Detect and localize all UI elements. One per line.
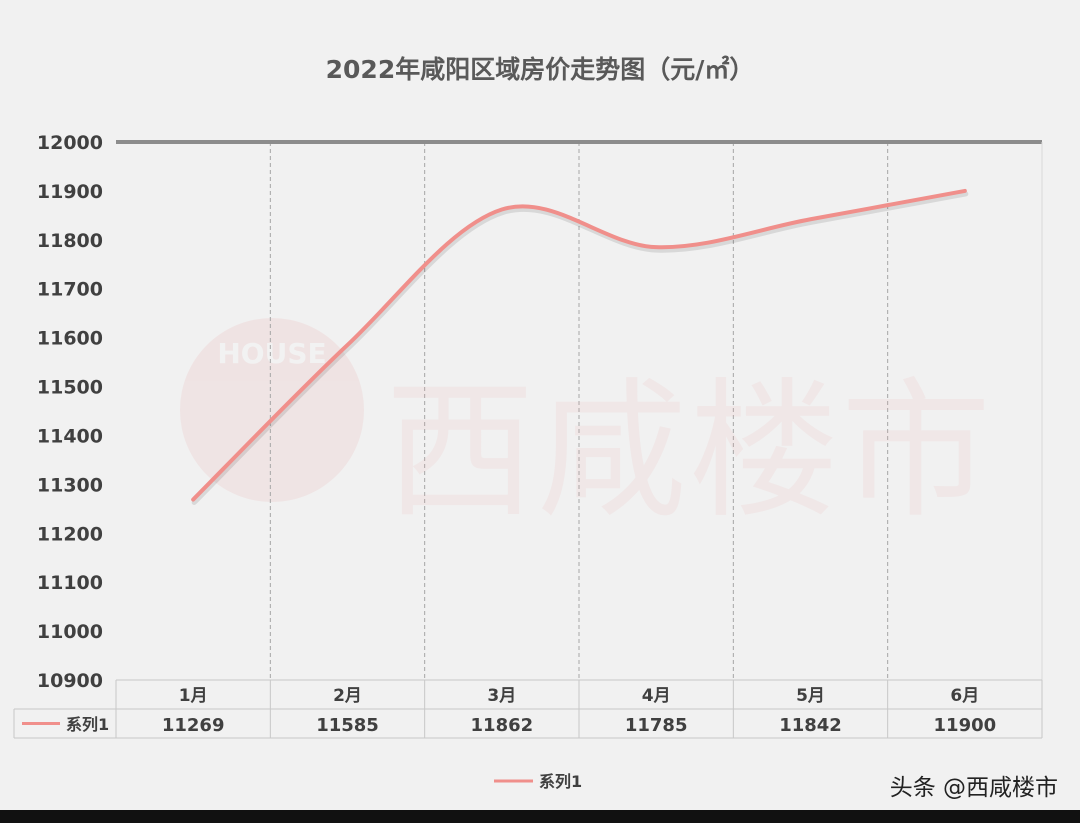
y-tick-label: 11500 <box>37 377 103 399</box>
y-tick-label: 11300 <box>37 474 103 496</box>
chart-title: 2022年咸阳区域房价走势图（元/㎡） <box>325 55 755 84</box>
data-label: 11842 <box>779 715 842 736</box>
data-label: 11785 <box>625 715 688 736</box>
data-label: 11269 <box>162 715 225 736</box>
y-tick-label: 11400 <box>37 425 103 447</box>
watermark-logo-icon: HOUSE <box>180 318 364 502</box>
y-tick-label: 11000 <box>37 621 103 643</box>
y-tick-label: 11900 <box>37 181 103 203</box>
x-category-label: 3月 <box>487 686 516 706</box>
y-tick-label: 11600 <box>37 328 103 350</box>
y-tick-label: 11800 <box>37 230 103 252</box>
x-category-label: 4月 <box>642 686 671 706</box>
y-tick-label: 11100 <box>37 572 103 594</box>
x-category-label: 2月 <box>333 686 362 706</box>
data-label: 11862 <box>471 715 534 736</box>
table-series-name: 系列1 <box>66 715 109 734</box>
watermark-badge-text: HOUSE <box>217 337 326 370</box>
y-tick-label: 11200 <box>37 523 103 545</box>
legend-label: 系列1 <box>539 772 582 791</box>
y-tick-label: 10900 <box>37 670 103 692</box>
series-line <box>191 188 967 502</box>
x-category-label: 1月 <box>179 686 208 706</box>
bottom-bar <box>0 810 1080 823</box>
footer-credit: 头条 @西咸楼市 <box>889 775 1058 801</box>
y-tick-label: 11700 <box>37 279 103 301</box>
data-label: 11900 <box>934 715 997 736</box>
y-tick-label: 12000 <box>37 132 103 154</box>
data-label: 11585 <box>316 715 379 736</box>
watermark-text: 西咸楼市 <box>385 365 994 539</box>
x-category-label: 5月 <box>796 686 825 706</box>
x-category-label: 6月 <box>950 686 979 706</box>
series-line-shadow <box>191 191 969 506</box>
